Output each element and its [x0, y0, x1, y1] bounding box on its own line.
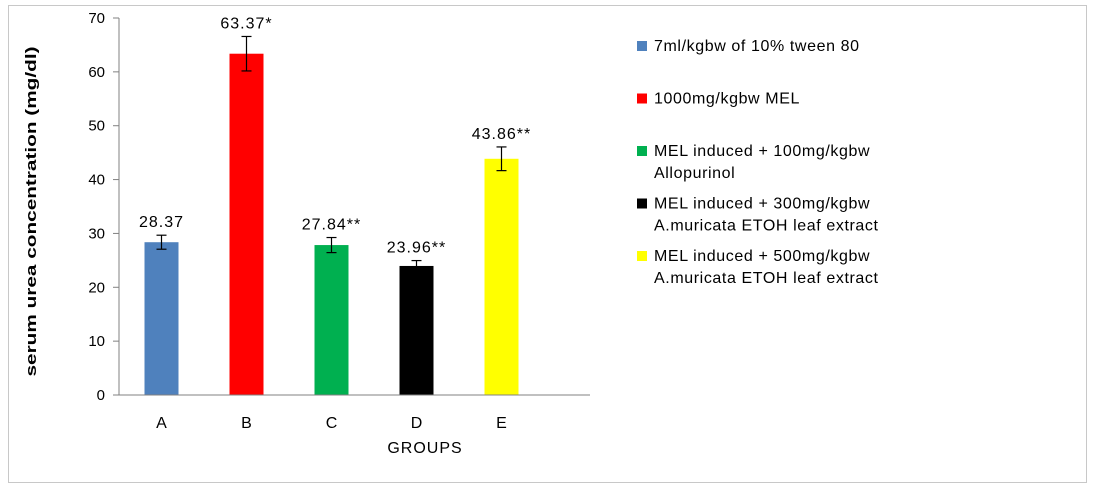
- legend-swatch: [637, 93, 647, 104]
- chart-frame: [8, 5, 1087, 483]
- y-tick-label: 70: [88, 10, 105, 27]
- x-axis-category-labels: A B C D E: [156, 415, 507, 432]
- x-tick-label-C: C: [326, 415, 338, 432]
- y-tick-label: 50: [88, 118, 105, 135]
- legend-entry: 7ml/kgbw of 10% tween 80: [637, 38, 860, 55]
- data-label-C: 27.84**: [302, 217, 362, 234]
- y-tick-label: 0: [97, 387, 105, 404]
- x-tick-label-A: A: [156, 415, 167, 432]
- data-label-D: 23.96**: [387, 240, 447, 257]
- legend-entry: 1000mg/kgbw MEL: [637, 91, 800, 108]
- legend-entry: MEL induced + 500mg/kgbw A.muricata ETOH …: [637, 248, 879, 287]
- legend-label: MEL induced + 100mg/kgbw: [654, 143, 870, 160]
- x-tick-label-E: E: [496, 415, 507, 432]
- y-tick-label: 30: [88, 225, 105, 242]
- legend-label: 1000mg/kgbw MEL: [654, 91, 800, 108]
- bar-E: [484, 158, 519, 395]
- x-tick-label-B: B: [241, 415, 252, 432]
- legend-label: 7ml/kgbw of 10% tween 80: [654, 38, 860, 55]
- error-bar-B: [241, 35, 252, 72]
- error-bar-C: [326, 236, 337, 254]
- legend: 7ml/kgbw of 10% tween 80 1000mg/kgbw MEL M…: [637, 38, 879, 287]
- y-tick-label: 10: [88, 333, 105, 350]
- error-bar-D: [411, 259, 422, 272]
- legend-label: A.muricata ETOH leaf extract: [654, 270, 879, 287]
- y-tick-label: 60: [88, 64, 105, 81]
- legend-swatch: [637, 198, 647, 209]
- y-tick-label: 40: [88, 172, 105, 189]
- axes: [118, 18, 590, 396]
- bar-C: [314, 245, 349, 395]
- x-tick-label-D: D: [411, 415, 423, 432]
- y-axis-title: serum urea concentration (mg/dl): [23, 46, 40, 376]
- y-tick-label: 20: [88, 279, 105, 296]
- bar-D: [399, 265, 434, 395]
- legend-entry: MEL induced + 300mg/kgbw A.muricata ETOH …: [637, 196, 879, 235]
- bar-A: [144, 242, 179, 395]
- legend-swatch: [637, 146, 647, 156]
- error-bar-A: [156, 234, 167, 250]
- legend-swatch: [637, 251, 647, 261]
- data-label-B: 63.37*: [220, 15, 272, 32]
- legend-swatch: [637, 41, 647, 51]
- data-label-E: 43.86**: [472, 126, 532, 143]
- legend-label: Allopurinol: [654, 165, 735, 182]
- legend-label: A.muricata ETOH leaf extract: [654, 218, 879, 235]
- bars: 28.37 63.37* 27.84** 23.96** 43.86**: [139, 15, 532, 396]
- data-label-A: 28.37: [139, 214, 184, 231]
- legend-entry: MEL induced + 100mg/kgbw Allopurinol: [637, 143, 870, 182]
- legend-label: MEL induced + 500mg/kgbw: [654, 248, 870, 265]
- bar-B: [229, 53, 264, 396]
- x-axis-title: GROUPS: [387, 440, 462, 457]
- error-bar-E: [496, 146, 507, 172]
- y-axis-ticks: 0 10 20 30 40 50 60 70: [88, 10, 119, 404]
- legend-label: MEL induced + 300mg/kgbw: [654, 196, 870, 213]
